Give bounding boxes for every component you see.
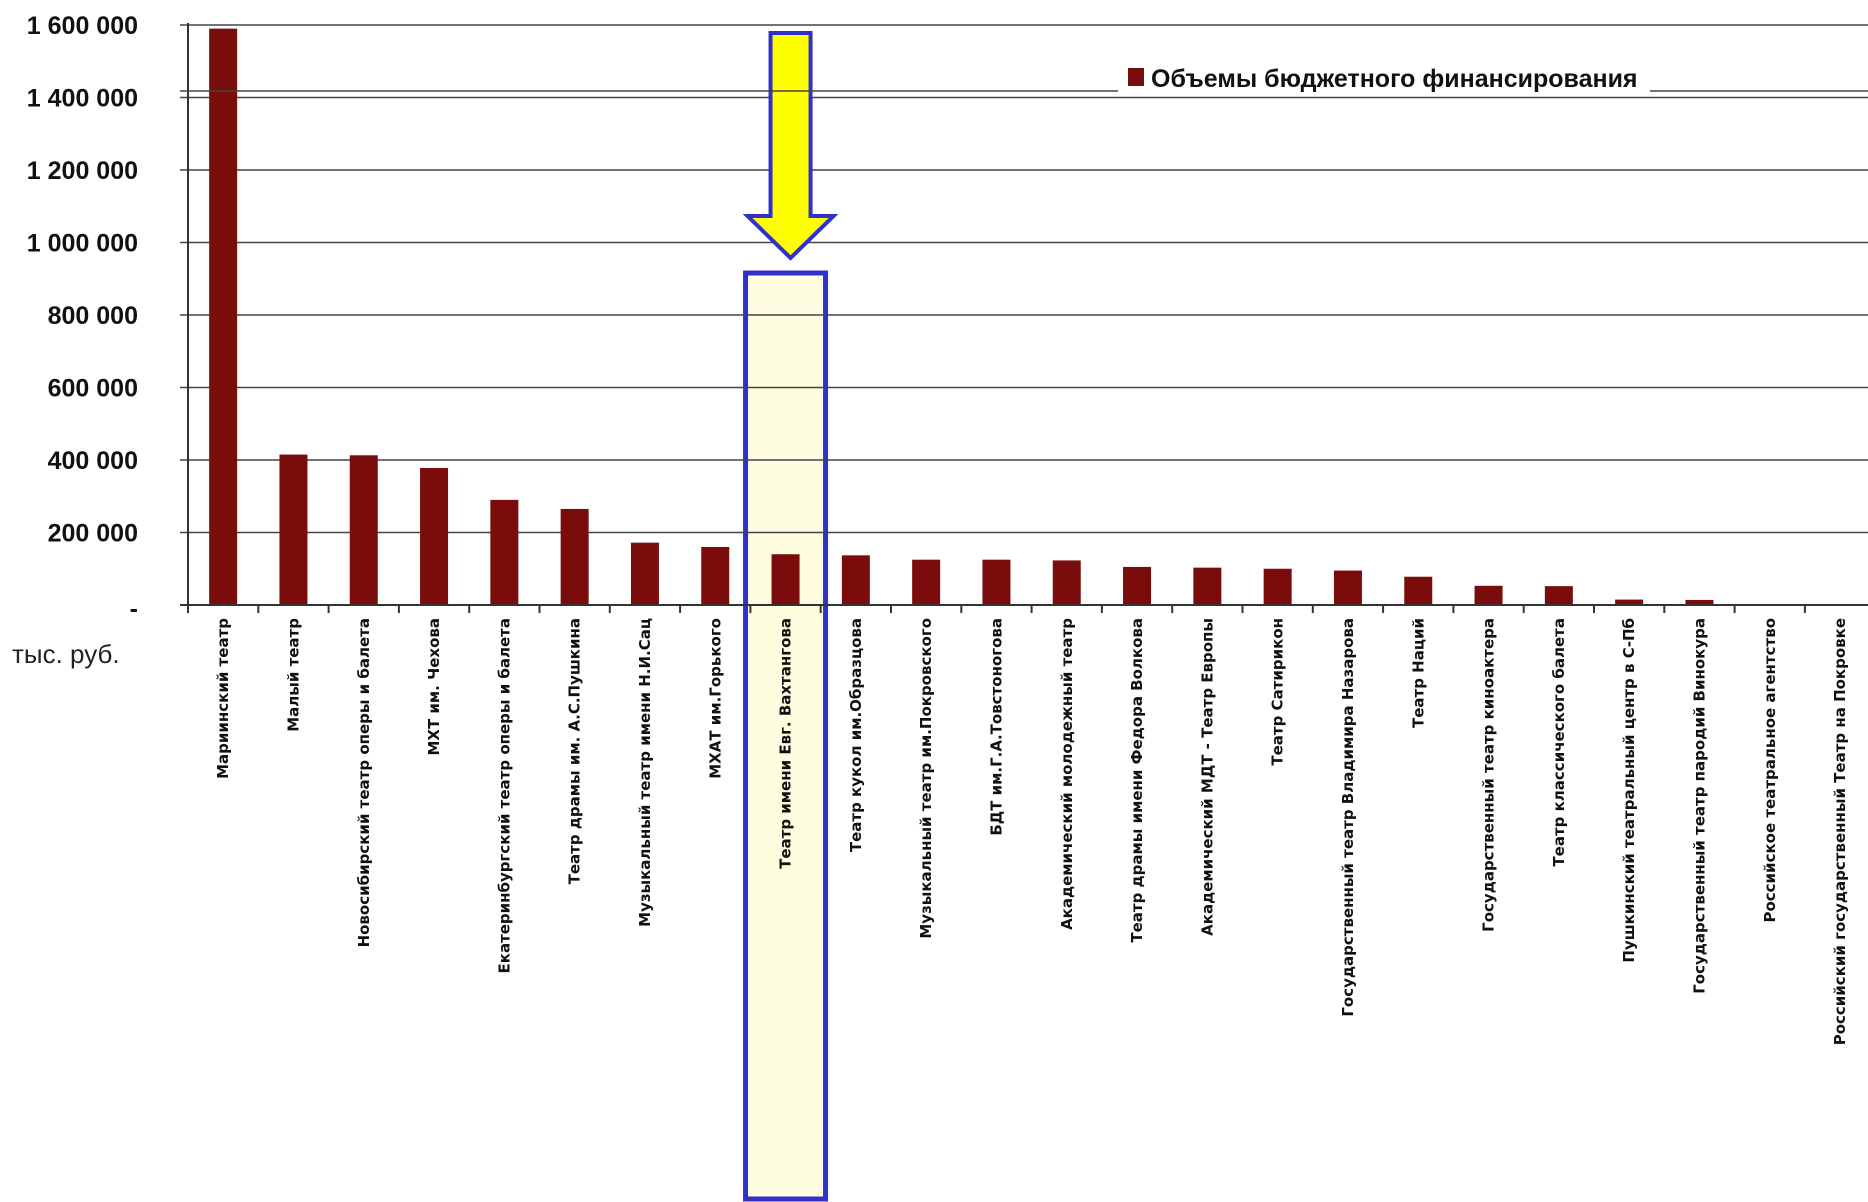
x-tick-label: Государственный театр пародий Винокура	[1690, 618, 1708, 994]
bars	[209, 28, 1714, 605]
x-tick-label: Музыкальный театр им.Покровского	[917, 618, 935, 939]
bar	[1052, 560, 1081, 605]
x-tick-label: МХТ им. Чехова	[425, 618, 443, 756]
y-tick-label: 1 200 000	[27, 157, 138, 185]
y-tick-label: 1 000 000	[27, 230, 138, 258]
gridlines	[180, 24, 1868, 534]
x-tick-label: Екатеринбургский театр оперы и балета	[495, 618, 513, 973]
bar	[209, 28, 238, 605]
bar	[560, 508, 589, 605]
x-tick-label: Мариинский театр	[214, 618, 232, 779]
x-tick-label: МХАТ им.Горького	[706, 618, 724, 779]
bar	[279, 454, 308, 605]
bar	[912, 559, 941, 605]
x-tick-label: Академический молодежный театр	[1058, 618, 1076, 930]
x-tick-label: БДТ им.Г.А.Товстоногова	[987, 618, 1005, 836]
bar	[630, 542, 659, 605]
x-tick-label: Театр имени Евг. Вахтангова	[777, 618, 795, 869]
x-tick-label: Российский государственный Театр на Покр…	[1831, 618, 1849, 1045]
bar	[1685, 599, 1714, 605]
legend-swatch	[1128, 68, 1144, 86]
y-tick-label: 200 000	[48, 520, 138, 548]
bar	[1193, 567, 1222, 605]
y-tick-label: 400 000	[48, 447, 138, 475]
y-tick-label: 1 400 000	[27, 85, 138, 113]
x-tick-label: Музыкальный театр имени Н.И.Сац	[636, 618, 654, 927]
x-tick-label: Театр классического балета	[1550, 618, 1568, 867]
down-arrow-icon	[742, 31, 839, 261]
y-tick-label: -	[130, 595, 138, 623]
x-tick-label: Малый театр	[284, 618, 302, 732]
bar	[1263, 568, 1292, 605]
bar	[1615, 599, 1644, 605]
highlight-arrow-layer	[742, 31, 839, 261]
bar	[1544, 586, 1573, 605]
highlight-box	[743, 270, 829, 1202]
x-tick-label: Академический МДТ - Театр Европы	[1198, 618, 1216, 936]
bar	[841, 555, 870, 605]
highlight-box-layer	[743, 270, 829, 1202]
y-tick-label: 600 000	[48, 375, 138, 403]
bar	[1404, 576, 1433, 605]
unit-label: тыс. руб.	[12, 639, 120, 669]
bar	[349, 455, 378, 605]
x-tick-label: Государственный театр киноактера	[1480, 618, 1498, 932]
bar	[490, 499, 519, 605]
axes	[180, 23, 1868, 613]
x-tick-label: Новосибирский театр оперы и балета	[355, 618, 373, 947]
y-tick-label: 800 000	[48, 302, 138, 330]
legend: Объемы бюджетного финансирования	[180, 65, 1868, 93]
x-tick-label: Театр кукол им.Образцова	[847, 618, 865, 852]
y-tick-label: 1 600 000	[27, 12, 138, 40]
x-tick-labels: Мариинский театр Малый театр Новосибирский…	[214, 618, 1849, 1046]
bar	[771, 554, 800, 605]
legend-label: Объемы бюджетного финансирования	[1151, 65, 1638, 93]
x-tick-label: Театр Наций	[1409, 618, 1427, 728]
bar	[420, 467, 449, 605]
bar	[1474, 585, 1503, 605]
bar	[1333, 570, 1362, 605]
x-tick-label: Пушкинский театральный центр в С-Пб	[1620, 618, 1638, 963]
x-tick-label: Российское театральное агентство	[1761, 618, 1779, 923]
x-tick-label: Театр драмы имени Федора Волкова	[1128, 618, 1146, 943]
bar	[982, 559, 1011, 605]
bar	[701, 547, 730, 605]
y-tick-labels: - 200 000 400 000 600 000 800 000 1 000 000 1 …	[27, 12, 138, 623]
x-tick-label: Государственный театр Владимира Назарова	[1339, 618, 1357, 1017]
x-tick-label: Театр драмы им. А.С.Пушкина	[566, 618, 584, 884]
bar	[1123, 566, 1152, 605]
x-tick-label: Театр Сатирикон	[1269, 618, 1287, 766]
